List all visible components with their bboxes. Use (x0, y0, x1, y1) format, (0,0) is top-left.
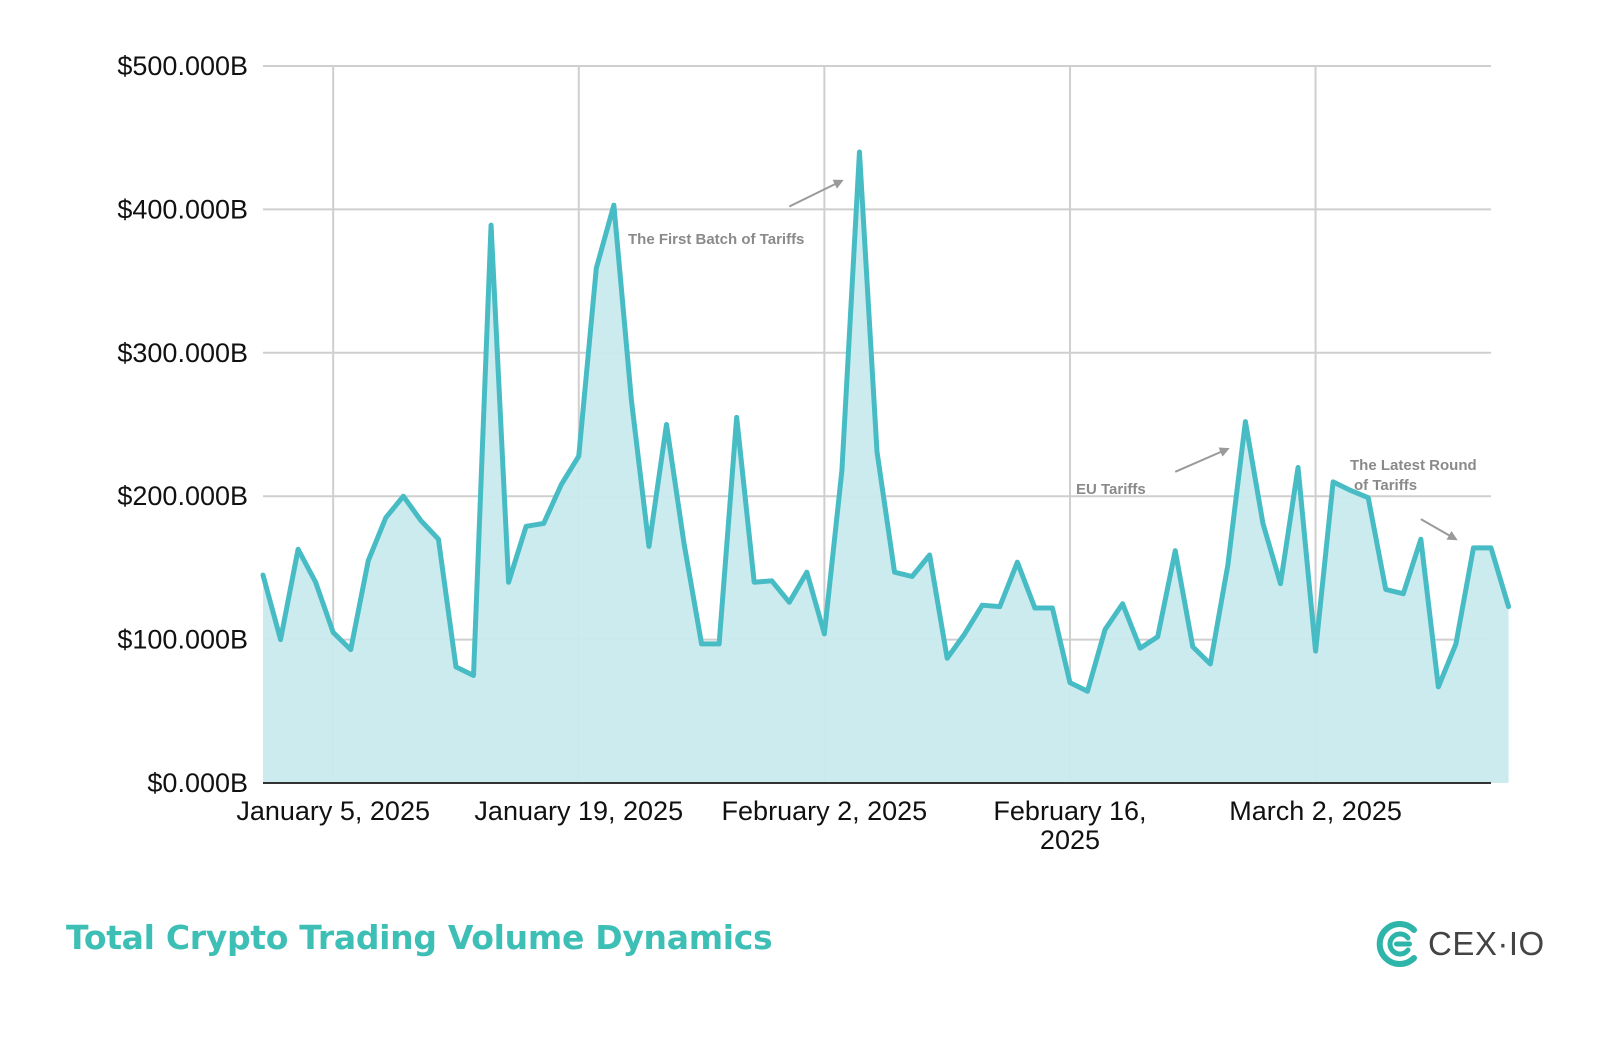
cex-logo-icon (1376, 921, 1417, 967)
footer-title: Total Crypto Trading Volume Dynamics (66, 918, 773, 957)
y-tick-label: $0.000B (147, 768, 248, 798)
y-tick-label: $100.000B (117, 625, 248, 655)
x-tick-label: January 5, 2025 (236, 796, 430, 826)
annotation-label: The Latest Round of Tariffs (1350, 457, 1477, 494)
y-tick-label: $400.000B (117, 194, 248, 224)
annotation-arrow (1420, 518, 1458, 541)
x-tick-label: January 19, 2025 (474, 796, 683, 826)
y-tick-label: $200.000B (117, 481, 248, 511)
annotation-label: EU Tariffs (1076, 481, 1146, 498)
annotations: The First Batch of Tariffs EU Tariffs The … (628, 179, 1477, 541)
x-axis: January 5, 2025 January 19, 2025 February … (236, 782, 1491, 855)
x-tick-label: March 2, 2025 (1229, 796, 1402, 826)
brand-text: CEX·IO (1428, 925, 1545, 962)
brand-logo: CEX·IO (1372, 918, 1545, 970)
y-axis: $0.000B $100.000B $200.000B $300.000B $400.0… (117, 51, 248, 798)
series-line (260, 149, 1512, 694)
plot-area (260, 149, 1512, 784)
y-tick-label: $300.000B (117, 338, 248, 368)
y-tick-label: $500.000B (117, 51, 248, 81)
chart-grid (263, 65, 1491, 784)
annotation-arrow (788, 179, 844, 208)
chart: $0.000B $100.000B $200.000B $300.000B $400.0… (117, 51, 1512, 855)
annotation-arrow (1174, 447, 1230, 473)
x-tick-label: February 2, 2025 (722, 796, 928, 826)
series-area (263, 152, 1509, 784)
annotation-label: The First Batch of Tariffs (628, 231, 804, 248)
x-tick-label: February 16, 2025 (993, 796, 1146, 855)
